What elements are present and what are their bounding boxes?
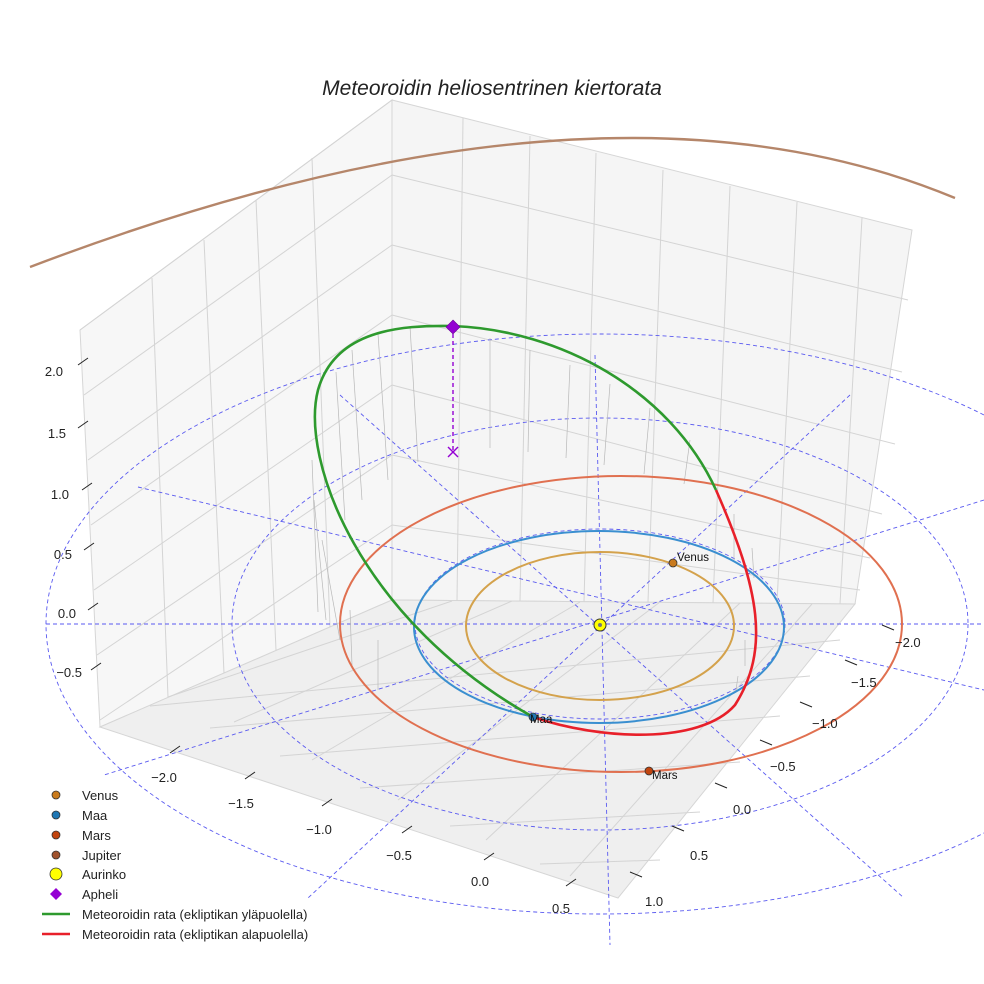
legend-sun-label: Aurinko bbox=[82, 867, 126, 882]
mars-label: Mars bbox=[652, 770, 678, 782]
y-tick-4: 0.0 bbox=[733, 802, 751, 817]
legend-jupiter-label: Jupiter bbox=[82, 848, 122, 863]
panes bbox=[79, 99, 913, 899]
aphelion-projection-marker bbox=[447, 446, 459, 458]
z-axis: 2.0 1.5 1.0 0.5 0.0 −0.5 bbox=[45, 357, 102, 680]
x-tick-1: −1.5 bbox=[228, 796, 254, 811]
x-axis: −2.0 −1.5 −1.0 −0.5 0.0 0.5 bbox=[151, 745, 577, 916]
sun-center bbox=[598, 623, 602, 627]
legend-aphelion-marker bbox=[50, 888, 62, 900]
y-tick-1: −1.5 bbox=[851, 675, 877, 690]
z-tick-0: 2.0 bbox=[45, 364, 63, 379]
chart-title: Meteoroidin heliosentrinen kiertorata bbox=[322, 77, 662, 100]
z-tick-3: 0.5 bbox=[54, 547, 72, 562]
mars-marker bbox=[644, 766, 654, 776]
mars-orbit bbox=[339, 475, 903, 773]
legend-orbit-above-label: Meteoroidin rata (ekliptikan yläpuolella… bbox=[82, 907, 307, 922]
x-tick-0: −2.0 bbox=[151, 770, 177, 785]
legend-sun-marker bbox=[49, 867, 63, 881]
legend-venus-marker bbox=[51, 790, 61, 800]
y-tick-5: 0.5 bbox=[690, 848, 708, 863]
venus-marker bbox=[668, 558, 678, 568]
earth-marker bbox=[528, 712, 538, 722]
legend-orbit-below-label: Meteoroidin rata (ekliptikan alapuolella… bbox=[82, 927, 308, 942]
z-tick-2: 1.0 bbox=[51, 487, 69, 502]
floor-pane bbox=[98, 599, 857, 899]
z-tick-5: −0.5 bbox=[56, 665, 82, 680]
ecliptic-reference bbox=[45, 333, 984, 946]
x-tick-2: −1.0 bbox=[306, 822, 332, 837]
legend-aphelion-label: Apheli bbox=[82, 887, 118, 902]
legend-jupiter-marker bbox=[51, 850, 61, 860]
z-tick-4: 0.0 bbox=[58, 606, 76, 621]
legend-mars-marker bbox=[51, 830, 61, 840]
legend: Venus Maa Mars Jupiter Aurinko Apheli Me… bbox=[42, 788, 308, 942]
earth-label: Maa bbox=[530, 714, 553, 726]
venus-label: Venus bbox=[677, 552, 709, 564]
legend-mars-label: Mars bbox=[82, 828, 111, 843]
x-tick-4: 0.0 bbox=[471, 874, 489, 889]
y-tick-0: −2.0 bbox=[895, 635, 921, 650]
y-tick-6: 1.0 bbox=[645, 894, 663, 909]
x-tick-3: −0.5 bbox=[386, 848, 412, 863]
drop-lines bbox=[311, 325, 755, 691]
legend-venus-label: Venus bbox=[82, 788, 119, 803]
z-tick-1: 1.5 bbox=[48, 426, 66, 441]
y-axis: −2.0 −1.5 −1.0 −0.5 0.0 0.5 1.0 bbox=[629, 624, 921, 909]
y-tick-3: −0.5 bbox=[770, 759, 796, 774]
x-tick-5: 0.5 bbox=[552, 901, 570, 916]
earth-orbit bbox=[413, 530, 785, 724]
legend-earth-marker bbox=[51, 810, 61, 820]
legend-earth-label: Maa bbox=[82, 808, 108, 823]
aphelion-marker bbox=[445, 319, 461, 335]
meteoroid-orbit-below bbox=[532, 489, 758, 736]
meteoroid-orbit-above bbox=[313, 324, 718, 719]
jupiter-orbit bbox=[29, 136, 956, 269]
venus-orbit bbox=[465, 551, 735, 701]
y-tick-2: −1.0 bbox=[812, 716, 838, 731]
